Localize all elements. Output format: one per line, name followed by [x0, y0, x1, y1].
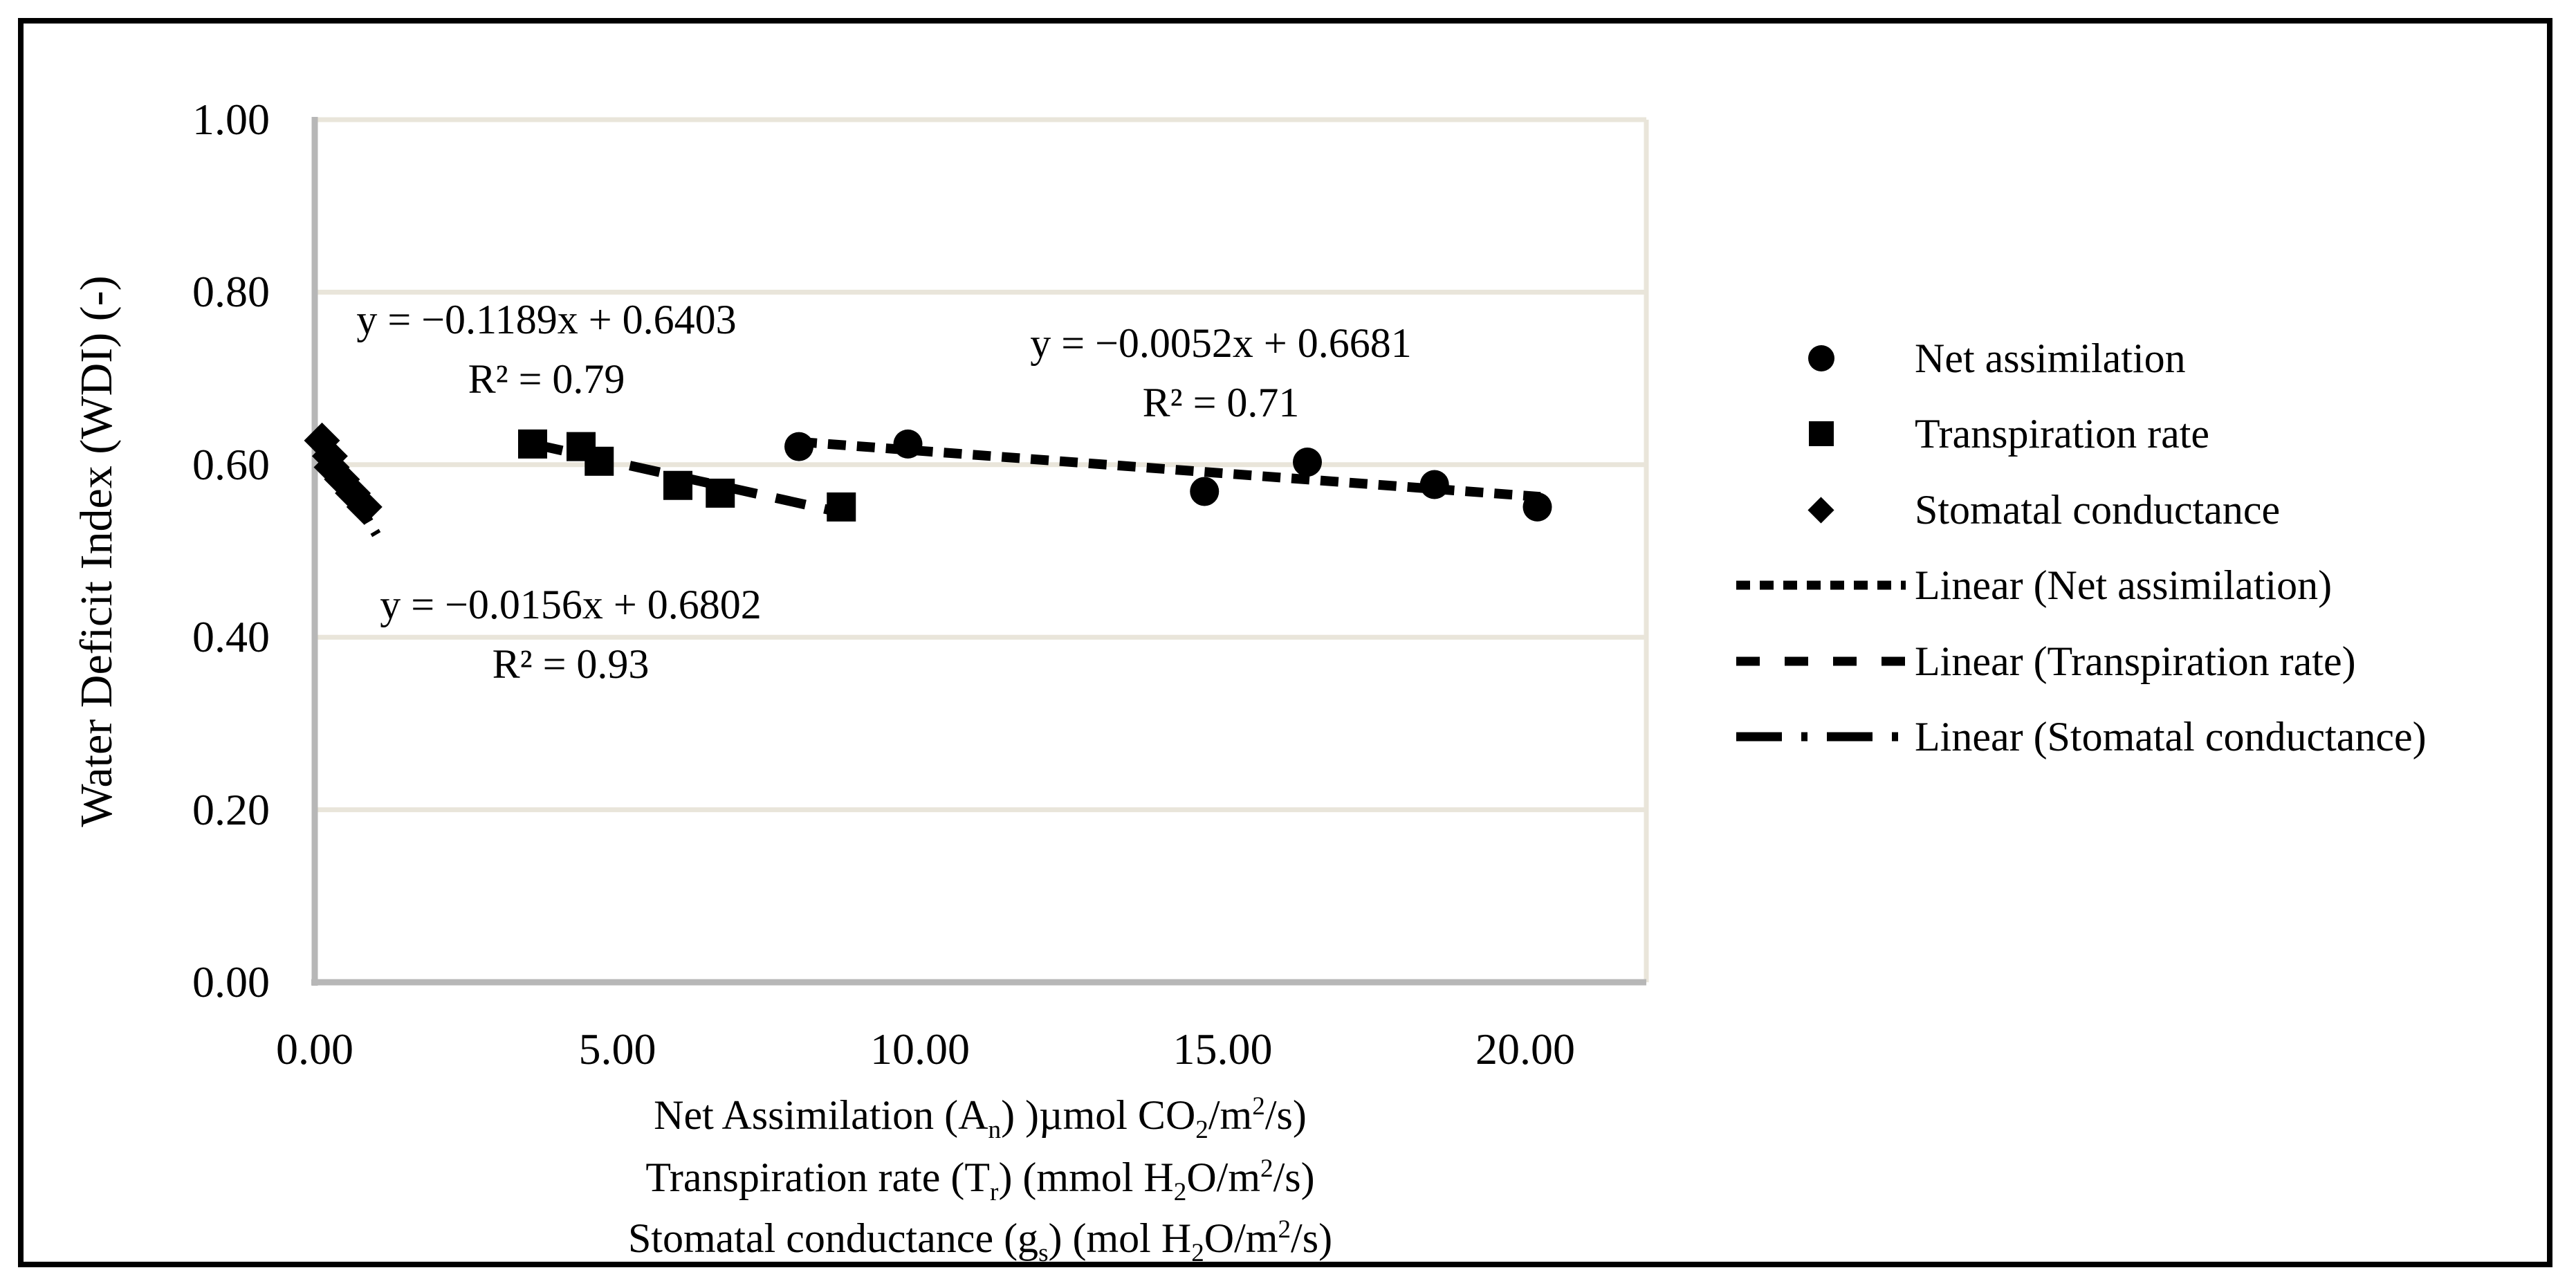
transpiration-rate-point: [663, 470, 692, 500]
equation-stomatal-conductance: y = −0.1189x + 0.6403 R² = 0.79: [356, 290, 736, 409]
equation-r2: R² = 0.71: [1142, 380, 1300, 425]
legend-label: Linear (Net assimilation): [1915, 562, 2333, 608]
x-axis-title-line-3: Stomatal conductance (gs) (mol H2O/m2/s): [627, 1215, 1333, 1267]
equation-r2: R² = 0.93: [492, 641, 650, 687]
y-tick-label: 0.00: [192, 957, 270, 1006]
net-assimilation-point: [1419, 470, 1449, 499]
legend-diamond-icon: [1733, 496, 1909, 524]
transpiration-rate-point: [706, 478, 735, 508]
equation-net-assimilation: y = −0.0052x + 0.6681 R² = 0.71: [1030, 313, 1412, 432]
line-dash-icon: [1736, 656, 1906, 666]
x-axis-title-line-1: Net Assimilation (An) )µmol CO2/m2/s): [654, 1092, 1307, 1144]
net-assimilation-point: [1190, 477, 1220, 506]
legend-line-dash-sample: [1733, 652, 1909, 670]
figure-border: [18, 18, 2552, 1267]
y-axis-title: Water Deficit Index (WDI) (-): [71, 275, 122, 827]
circle-marker-icon: [1807, 345, 1834, 371]
y-tick-label: 1.00: [192, 95, 270, 144]
legend-line-dashdot-sample: [1733, 728, 1909, 746]
legend-label: Transpiration rate: [1915, 410, 2210, 457]
legend-circle-icon: [1733, 345, 1909, 371]
legend-label: Linear (Stomatal conductance): [1915, 713, 2427, 760]
transpiration-rate-point: [518, 429, 547, 459]
y-tick-label: 0.20: [192, 784, 270, 834]
square-marker-icon: [1808, 421, 1834, 446]
legend-square-icon: [1733, 421, 1909, 446]
equation-transpiration-rate: y = −0.0156x + 0.6802 R² = 0.93: [380, 575, 762, 694]
diamond-marker-icon: [1807, 496, 1834, 524]
equation-line: y = −0.1189x + 0.6403: [356, 297, 737, 342]
x-tick-label: 15.00: [1172, 1024, 1273, 1074]
stomatal-conductance-point: [346, 488, 383, 525]
transpiration-rate-point: [585, 446, 614, 476]
legend-label: Net assimilation: [1915, 335, 2186, 381]
net-assimilation-point: [1522, 492, 1552, 522]
legend-item-stomatal-conductance: Stomatal conductance: [1733, 481, 2280, 539]
x-axis-title-line-2: Transpiration rate (Tr) (mmol H2O/m2/s): [645, 1154, 1315, 1206]
y-tick-label: 0.80: [192, 267, 270, 317]
net-assimilation-point: [1293, 448, 1322, 477]
x-tick-label: 5.00: [578, 1024, 656, 1074]
legend-item-transpiration-rate: Transpiration rate: [1733, 405, 2209, 463]
legend-item-linear-stomatal-conductance-: Linear (Stomatal conductance): [1733, 708, 2427, 766]
transpiration-rate-point: [827, 492, 856, 522]
legend-label: Linear (Transpiration rate): [1915, 638, 2356, 684]
legend-line-dot-sample: [1733, 576, 1909, 594]
x-tick-label: 10.00: [870, 1024, 970, 1074]
trendline-net-assimilation: [798, 436, 1541, 502]
x-tick-label: 20.00: [1475, 1024, 1575, 1074]
legend-item-linear-transpiration-rate-: Linear (Transpiration rate): [1733, 632, 2356, 690]
equation-line: y = −0.0052x + 0.6681: [1030, 320, 1412, 366]
legend-item-linear-net-assimilation-: Linear (Net assimilation): [1733, 556, 2332, 614]
net-assimilation-point: [893, 429, 923, 459]
x-tick-label: 0.00: [276, 1024, 353, 1074]
line-dashdot-icon: [1736, 732, 1906, 742]
line-dot-icon: [1736, 580, 1906, 590]
y-tick-label: 0.40: [192, 612, 270, 662]
equation-line: y = −0.0156x + 0.6802: [380, 582, 762, 627]
legend-label: Stomatal conductance: [1915, 486, 2281, 533]
equation-r2: R² = 0.79: [468, 356, 625, 402]
y-tick-label: 0.60: [192, 439, 270, 489]
net-assimilation-point: [784, 432, 813, 461]
legend-item-net-assimilation: Net assimilation: [1733, 329, 2186, 387]
